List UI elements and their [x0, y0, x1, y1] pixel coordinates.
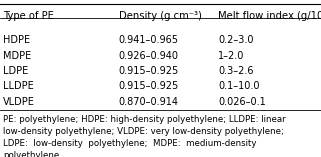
- Text: MDPE: MDPE: [3, 51, 31, 61]
- Text: Type of PE: Type of PE: [3, 11, 54, 21]
- Text: 0.926–0.940: 0.926–0.940: [119, 51, 179, 61]
- Text: Density (g cm⁻³): Density (g cm⁻³): [119, 11, 202, 21]
- Text: 0.2–3.0: 0.2–3.0: [218, 35, 254, 45]
- Text: 0.915–0.925: 0.915–0.925: [119, 66, 179, 76]
- Text: 0.026–0.1: 0.026–0.1: [218, 97, 266, 107]
- Text: 0.870–0.914: 0.870–0.914: [119, 97, 179, 107]
- Text: polyethylene.: polyethylene.: [3, 151, 62, 157]
- Text: low-density polyethylene; VLDPE: very low-density polyethylene;: low-density polyethylene; VLDPE: very lo…: [3, 127, 284, 136]
- Text: VLDPE: VLDPE: [3, 97, 35, 107]
- Text: PE: polyethylene; HDPE: high-density polyethylene; LLDPE: linear: PE: polyethylene; HDPE: high-density pol…: [3, 115, 286, 124]
- Text: LLDPE: LLDPE: [3, 81, 34, 92]
- Text: 0.941–0.965: 0.941–0.965: [119, 35, 179, 45]
- Text: 1–2.0: 1–2.0: [218, 51, 245, 61]
- Text: LDPE:  low-density  polyethylene;  MDPE:  medium-density: LDPE: low-density polyethylene; MDPE: me…: [3, 139, 257, 148]
- Text: LDPE: LDPE: [3, 66, 29, 76]
- Text: 0.1–10.0: 0.1–10.0: [218, 81, 260, 92]
- Text: 0.915–0.925: 0.915–0.925: [119, 81, 179, 92]
- Text: Melt flow index (g/10 min): Melt flow index (g/10 min): [218, 11, 321, 21]
- Text: 0.3–2.6: 0.3–2.6: [218, 66, 254, 76]
- Text: HDPE: HDPE: [3, 35, 30, 45]
